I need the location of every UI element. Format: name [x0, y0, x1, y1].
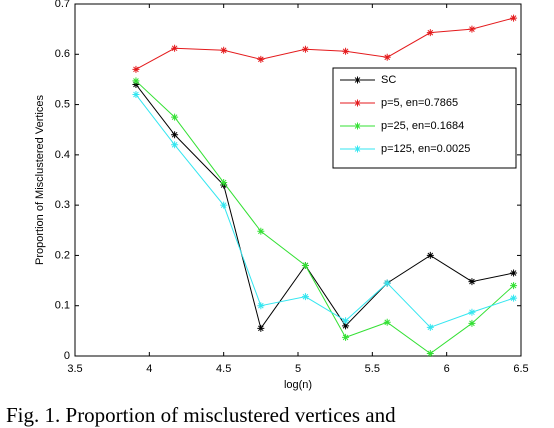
marker — [257, 302, 265, 310]
marker — [257, 324, 265, 332]
x-tick-label: 3.5 — [67, 363, 82, 375]
y-tick-label: 0.6 — [55, 48, 70, 60]
series-line — [135, 84, 514, 330]
marker — [510, 282, 518, 290]
marker — [468, 278, 476, 286]
y-tick-label: 0.5 — [55, 98, 70, 110]
caption: Fig. 1. Proportion of misclustered verti… — [6, 403, 396, 427]
y-tick-label: 0.3 — [55, 199, 70, 211]
x-tick-label: 5 — [295, 363, 301, 375]
y-tick-label: 0 — [64, 350, 70, 362]
marker — [510, 269, 518, 277]
marker — [342, 322, 350, 330]
legend-marker — [354, 76, 361, 84]
marker — [132, 77, 140, 85]
marker — [171, 141, 179, 149]
marker — [171, 113, 179, 121]
marker — [383, 53, 391, 61]
legend-label: p=5, en=0.7865 — [381, 97, 458, 109]
marker — [301, 45, 309, 53]
y-axis-label: Proportion of Misclustered Vertices — [34, 95, 46, 265]
marker — [301, 293, 309, 301]
marker — [468, 308, 476, 316]
marker — [220, 46, 228, 54]
legend-marker — [354, 122, 361, 130]
marker — [220, 201, 228, 209]
marker — [342, 317, 350, 325]
legend: SC p=5, en=0.7865 p=25, en=0.1684 p=125, en… — [332, 67, 517, 169]
legend-label: p=25, en=0.1684 — [381, 120, 464, 132]
legend-marker — [354, 99, 361, 107]
x-tick-label: 6 — [444, 363, 450, 375]
y-tick-label: 0.2 — [55, 249, 70, 261]
marker — [426, 323, 434, 331]
x-axis-label: log(n) — [284, 379, 312, 391]
marker — [383, 279, 391, 287]
marker — [132, 65, 140, 73]
series-line — [135, 80, 514, 355]
marker — [171, 131, 179, 139]
marker — [301, 261, 309, 269]
series-line — [135, 17, 514, 70]
x-tick-label: 4.5 — [216, 363, 231, 375]
marker — [220, 179, 228, 187]
marker — [510, 294, 518, 302]
marker — [468, 319, 476, 327]
x-tick-label: 5.5 — [365, 363, 380, 375]
marker — [426, 251, 434, 259]
marker — [342, 333, 350, 341]
x-tick-label: 6.5 — [513, 363, 528, 375]
marker — [342, 47, 350, 55]
marker — [257, 55, 265, 63]
legend-label: SC — [381, 74, 396, 86]
legend-label: p=125, en=0.0025 — [381, 143, 470, 155]
marker — [171, 44, 179, 52]
y-tick-label: 0.7 — [55, 0, 70, 10]
y-tick-label: 0.4 — [55, 149, 70, 161]
y-tick-label: 0.1 — [55, 300, 70, 312]
marker — [132, 80, 140, 88]
marker — [132, 91, 140, 99]
marker — [257, 227, 265, 235]
marker — [383, 318, 391, 326]
marker — [426, 29, 434, 37]
plot-area — [74, 3, 522, 357]
legend-box — [332, 67, 517, 169]
series-line — [135, 94, 514, 328]
legend-marker — [354, 145, 361, 153]
marker — [426, 349, 434, 357]
marker — [468, 25, 476, 33]
x-tick-label: 4 — [146, 363, 152, 375]
marker — [510, 14, 518, 22]
